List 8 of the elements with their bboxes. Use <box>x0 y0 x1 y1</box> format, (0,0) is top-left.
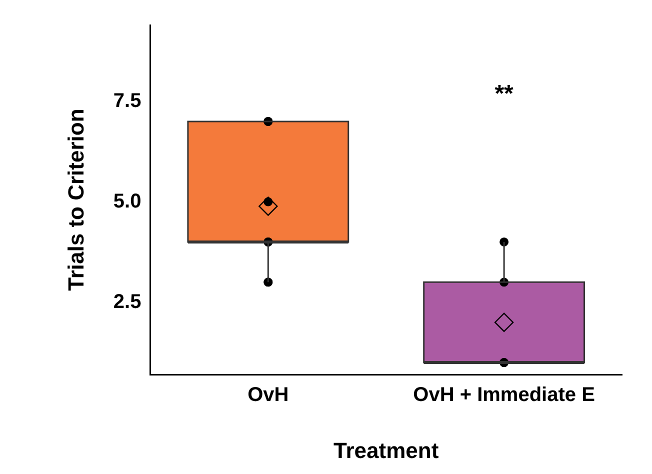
y-tick-label: 5.0 <box>113 190 142 212</box>
x-tick-label: OvH + Immediate E <box>413 384 595 406</box>
x-axis-title: Treatment <box>334 438 440 463</box>
x-tick-label: OvH <box>248 384 289 406</box>
y-axis-title: Trials to Criterion <box>63 108 88 291</box>
y-tick-label: 2.5 <box>113 290 142 313</box>
y-tick-label: 7.5 <box>113 90 142 112</box>
annotation: ** <box>494 80 514 108</box>
